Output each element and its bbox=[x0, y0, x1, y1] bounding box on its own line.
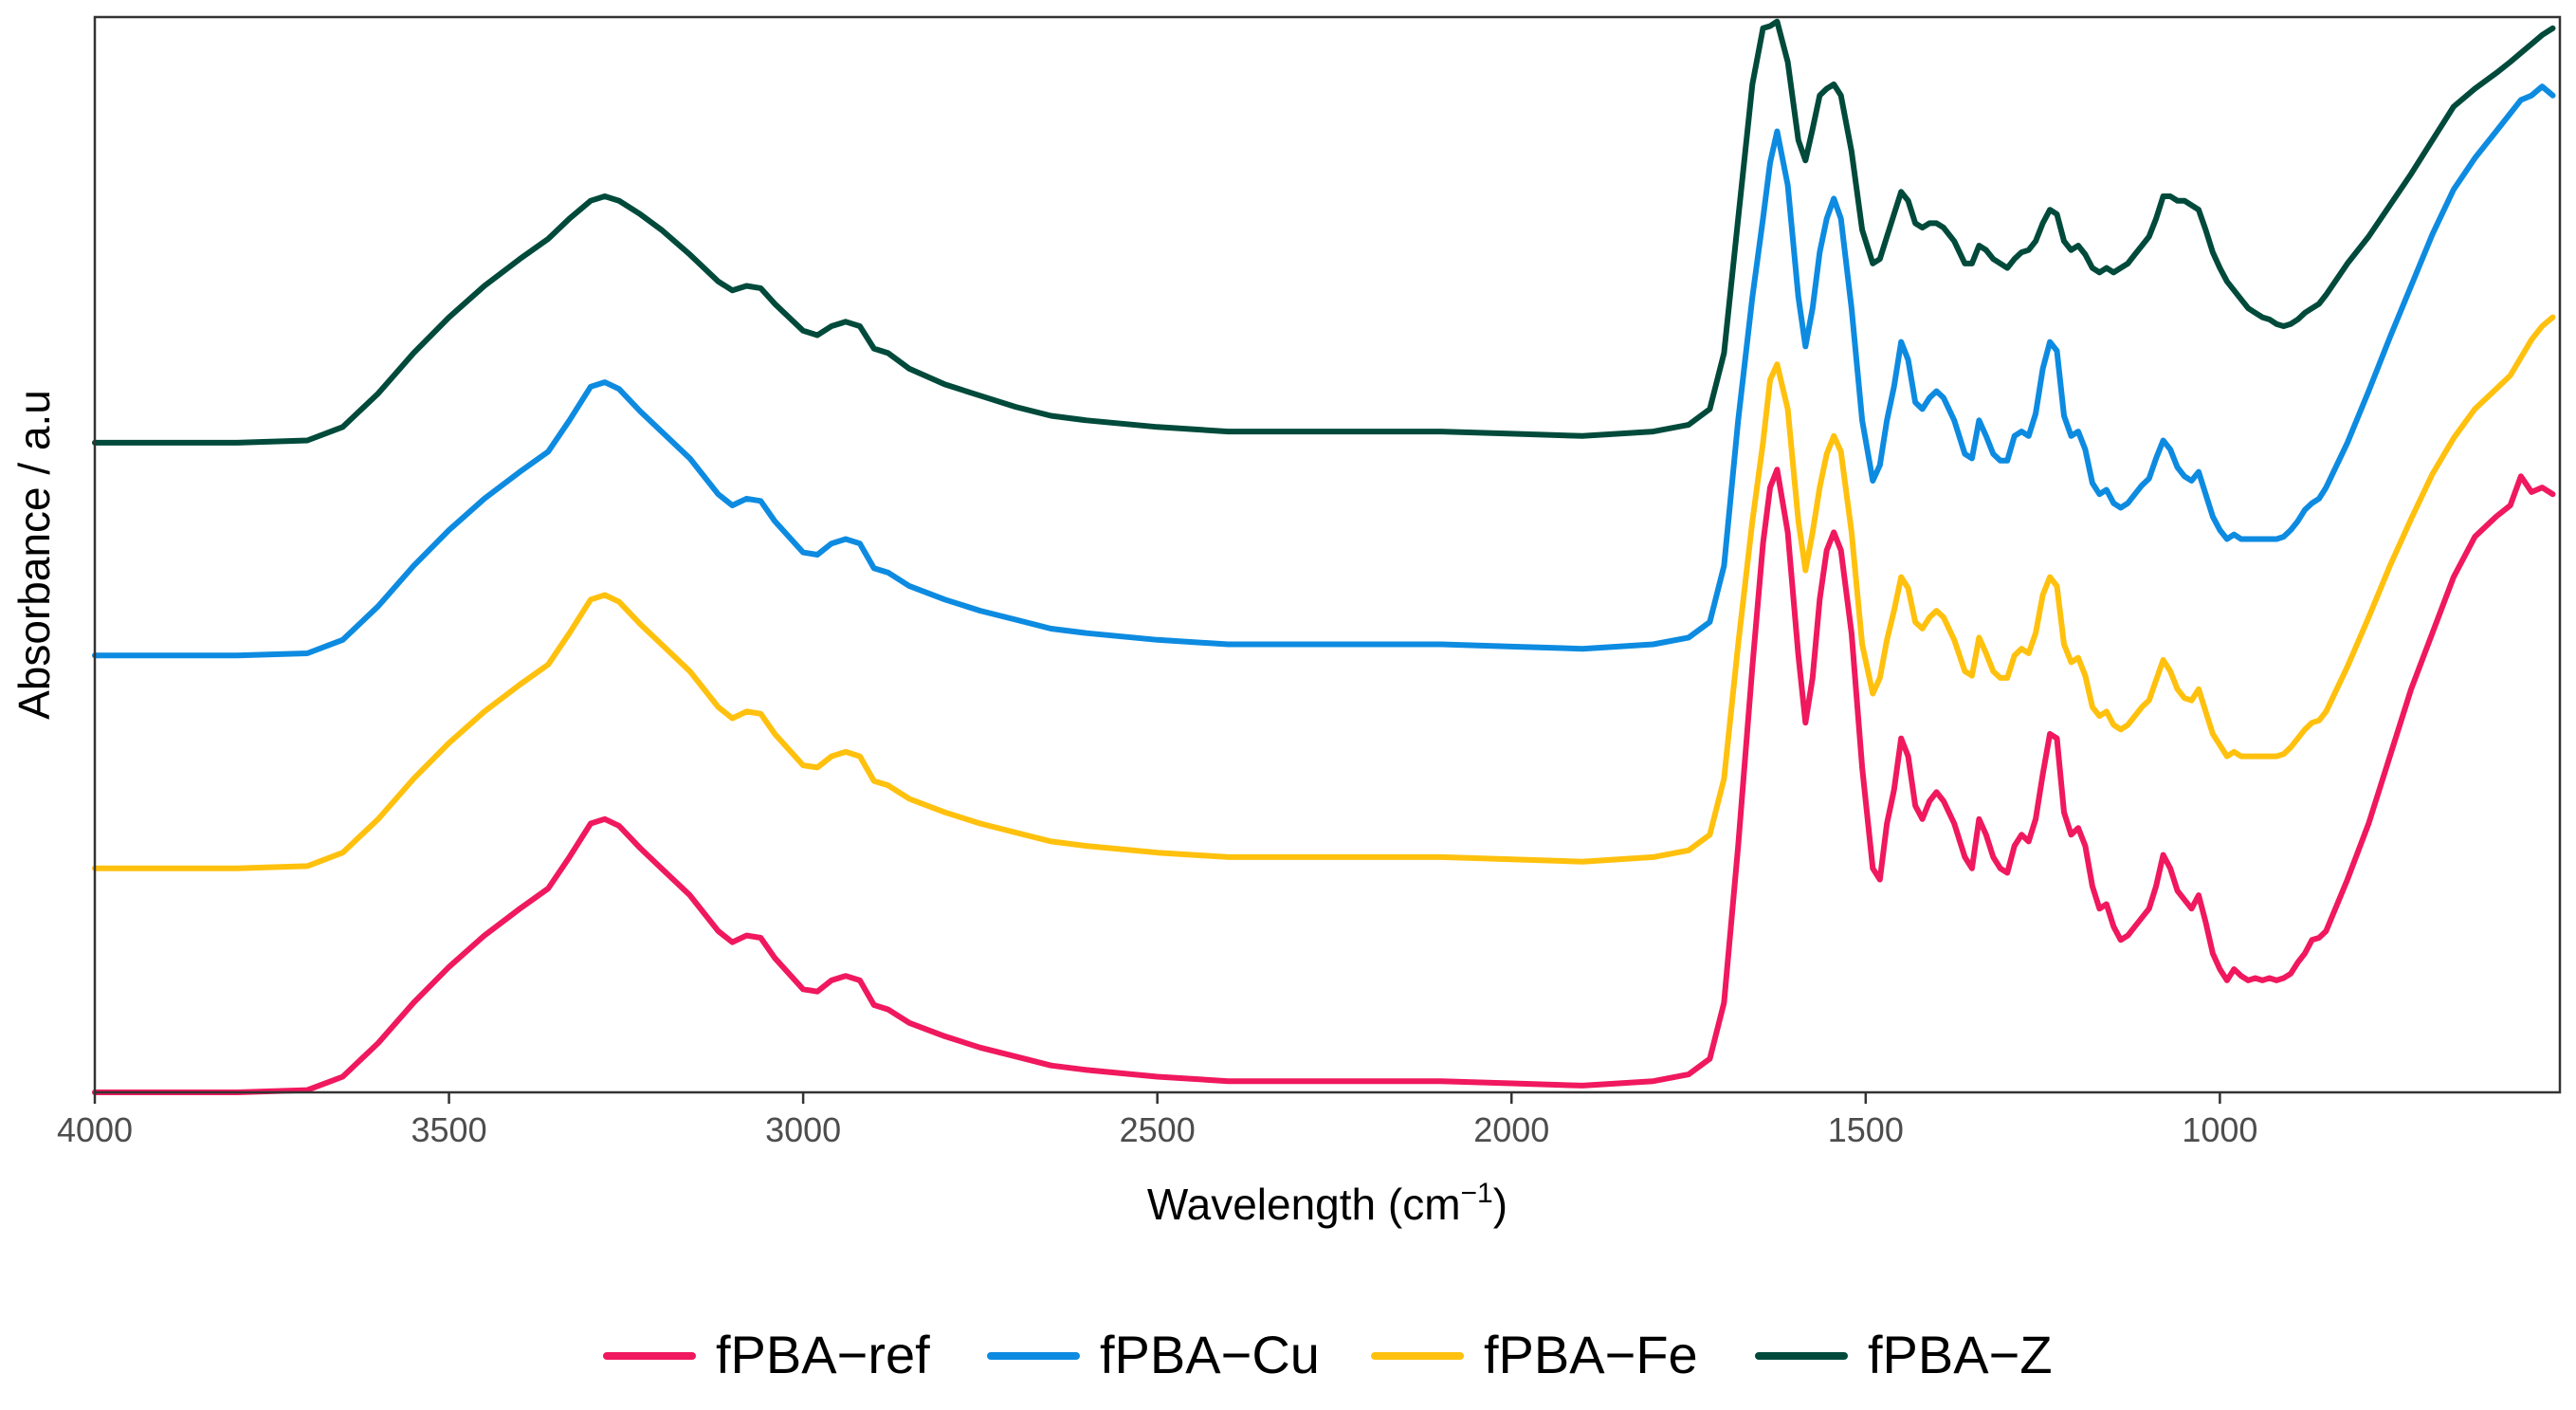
legend-label-2: fPBA−Fe bbox=[1484, 1325, 1698, 1384]
plot-panel-border bbox=[93, 15, 2562, 1094]
x-tick-label: 1500 bbox=[1828, 1110, 1904, 1149]
x-tick-label: 2500 bbox=[1120, 1110, 1196, 1149]
series-line-3 bbox=[92, 18, 2556, 446]
x-axis-title-main: Wavelength (cm bbox=[1147, 1180, 1461, 1229]
series-layer bbox=[92, 18, 2556, 1095]
x-tick-label: 1000 bbox=[2182, 1110, 2257, 1149]
x-tick-label: 3000 bbox=[765, 1110, 841, 1149]
legend: fPBA−ref fPBA−Cu fPBA−Fe fPBA−Z bbox=[603, 1325, 2053, 1384]
legend-label-3: fPBA−Z bbox=[1868, 1325, 2053, 1384]
y-axis-title: Absorbance / a.u bbox=[9, 390, 59, 720]
x-tick-label: 2000 bbox=[1473, 1110, 1549, 1149]
x-tick-label: 4000 bbox=[57, 1110, 133, 1149]
legend-label-1: fPBA−Cu bbox=[1100, 1325, 1320, 1384]
x-axis-title: Wavelength (cm−1) bbox=[1147, 1178, 1507, 1229]
series-line-1 bbox=[92, 83, 2556, 659]
x-axis-title-superscript: −1 bbox=[1461, 1178, 1493, 1209]
x-axis: 4000 3500 3000 2500 2000 1500 1000 bbox=[57, 1092, 2257, 1149]
x-axis-title-close: ) bbox=[1493, 1180, 1507, 1229]
x-tick-label: 3500 bbox=[411, 1110, 487, 1149]
legend-label-0: fPBA−ref bbox=[716, 1325, 930, 1384]
series-line-0 bbox=[92, 467, 2556, 1095]
series-line-2 bbox=[92, 314, 2556, 871]
